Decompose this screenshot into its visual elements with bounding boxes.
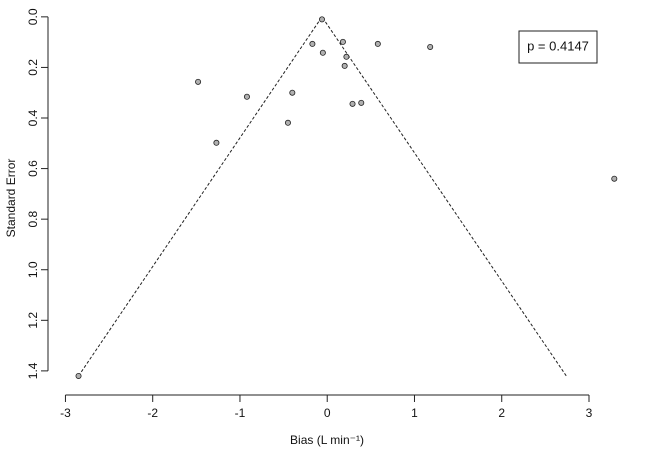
x-axis-title: Bias (L min⁻¹) <box>290 433 364 447</box>
point <box>318 16 325 23</box>
y-tick-label: 0.6 <box>26 160 40 177</box>
point <box>195 78 202 85</box>
y-tick-label: 0.2 <box>26 59 40 76</box>
y-tick-label: 0.4 <box>26 109 40 126</box>
y-axis-title: Standard Error <box>4 159 18 238</box>
annotation-box <box>518 30 598 64</box>
point <box>374 40 381 47</box>
x-tick-label: -1 <box>235 406 246 420</box>
point <box>339 38 346 45</box>
point <box>243 93 250 100</box>
x-tick-label: -2 <box>147 406 158 420</box>
point <box>611 175 618 182</box>
point <box>75 372 82 379</box>
y-tick-label: 1.2 <box>26 312 40 329</box>
point <box>289 89 296 96</box>
x-tick-label: 1 <box>411 406 418 420</box>
point <box>343 53 350 60</box>
x-tick-label: 3 <box>586 406 593 420</box>
point <box>341 62 348 69</box>
funnel-line <box>78 15 567 377</box>
point <box>213 139 220 146</box>
y-tick-label: 0.8 <box>26 210 40 227</box>
point <box>309 40 316 47</box>
y-tick-label: 1.0 <box>26 261 40 278</box>
annotation: p = 0.4147 <box>527 38 589 53</box>
y-tick-label: 0.0 <box>26 8 40 25</box>
point <box>319 49 326 56</box>
point <box>284 119 291 126</box>
y-tick-label: 1.4 <box>26 362 40 379</box>
point <box>427 43 434 50</box>
point <box>358 99 365 106</box>
x-tick-label: 2 <box>498 406 505 420</box>
point <box>349 100 356 107</box>
x-tick-label: -3 <box>60 406 71 420</box>
x-tick-label: 0 <box>324 406 331 420</box>
